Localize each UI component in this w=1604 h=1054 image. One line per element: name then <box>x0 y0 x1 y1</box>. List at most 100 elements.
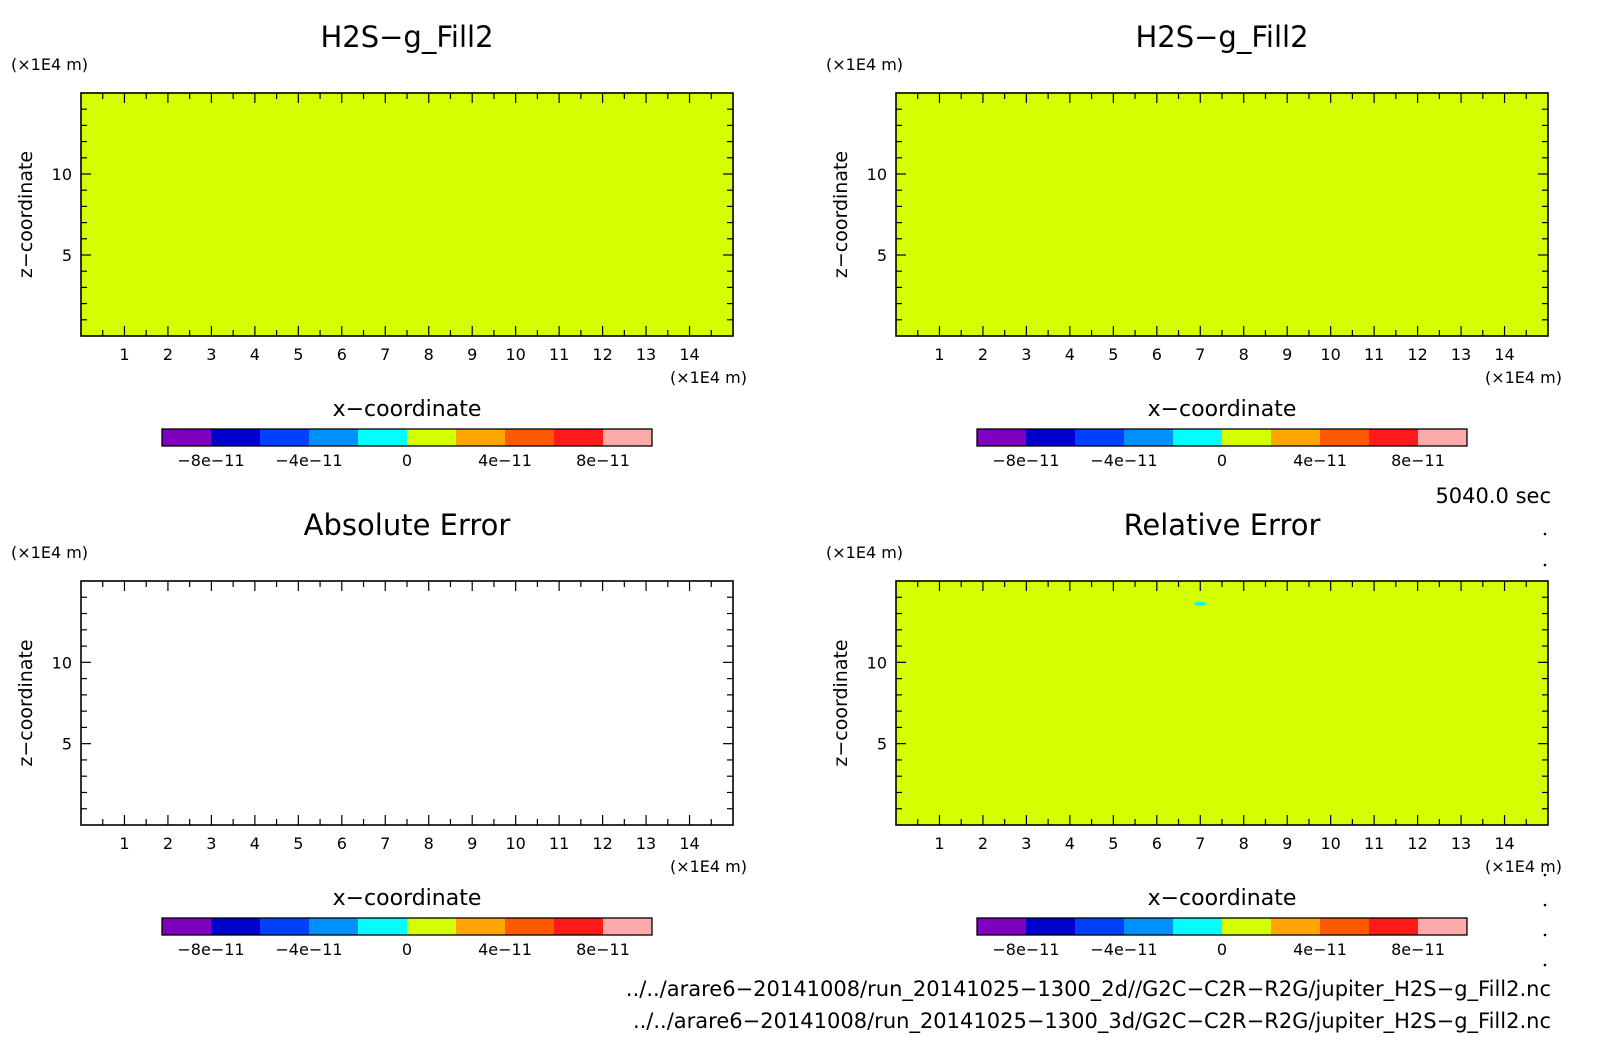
x-tick-label: 13 <box>636 834 656 853</box>
colorbar-swatch <box>1222 918 1272 935</box>
x-tick-label: 9 <box>467 345 477 364</box>
x-tick-label: 10 <box>1320 345 1340 364</box>
colorbar-label: −4e−11 <box>1090 940 1157 959</box>
colorbar-swatch <box>1271 918 1321 935</box>
footer-file-2d: ../../arare6−20141008/run_20141025−1300_… <box>626 977 1551 1002</box>
colorbar-label: 4e−11 <box>1293 940 1347 959</box>
colorbar-swatch <box>407 918 457 935</box>
colorbar-swatch <box>456 918 506 935</box>
panel-4: Relative Error(×1E4 m)1 2 3 4 5 6 7 8 9 10 11 12 13 1… <box>826 508 1562 959</box>
x-tick-label: 7 <box>1195 345 1205 364</box>
x-unit-label: (×1E4 m) <box>1485 857 1562 876</box>
y-axis-label: z−coordinate <box>830 151 852 278</box>
panel-title: H2S−g_Fill2 <box>320 20 493 54</box>
colorbar-label: −4e−11 <box>275 451 342 470</box>
colorbar-swatch <box>1075 429 1125 446</box>
x-tick-label: 14 <box>1494 345 1514 364</box>
x-tick-label: 11 <box>549 834 569 853</box>
x-tick-label: 10 <box>1320 834 1340 853</box>
y-unit-label: (×1E4 m) <box>11 543 88 562</box>
y-axis-label: z−coordinate <box>830 639 852 766</box>
colorbar-swatch <box>1369 429 1419 446</box>
colorbar-swatch <box>309 429 359 446</box>
colorbar-frame <box>976 917 1468 936</box>
colorbar: −8e−11 −4e−11 0 4e−11 8e−11 <box>976 917 1468 959</box>
colorbar: −8e−11 −4e−11 0 4e−11 8e−11 <box>976 428 1468 470</box>
plot-fill <box>896 581 1548 825</box>
colorbar-swatch <box>260 429 310 446</box>
x-tick-label: 11 <box>1364 834 1384 853</box>
x-tick-label: 8 <box>424 834 434 853</box>
colorbar-swatch <box>1075 918 1125 935</box>
x-tick-label: 14 <box>679 834 699 853</box>
panel-1: H2S−g_Fill2(×1E4 m)1 2 3 4 5 6 7 8 9 10 11 12 13 1451… <box>11 20 747 470</box>
colorbar-label: −8e−11 <box>992 940 1059 959</box>
y-tick-label: 10 <box>52 165 72 184</box>
y-tick-label: 5 <box>877 735 887 754</box>
colorbar-swatch <box>1418 429 1468 446</box>
x-tick-label: 13 <box>1451 345 1471 364</box>
x-tick-label: 4 <box>250 345 260 364</box>
colorbar-swatch <box>358 918 408 935</box>
y-tick-label: 5 <box>62 246 72 265</box>
colorbar-label: −8e−11 <box>177 940 244 959</box>
y-axis-label: z−coordinate <box>15 151 37 278</box>
colorbar: −8e−11 −4e−11 0 4e−11 8e−11 <box>161 917 653 959</box>
colorbar-swatch <box>1124 429 1174 446</box>
colorbar-swatch <box>1124 918 1174 935</box>
colorbar-label: 4e−11 <box>478 940 532 959</box>
colorbar-frame <box>976 428 1468 447</box>
plot-fill <box>81 581 733 825</box>
colorbar: −8e−11 −4e−11 0 4e−11 8e−11 <box>161 428 653 470</box>
x-tick-label: 6 <box>337 834 347 853</box>
panel-title: Absolute Error <box>304 508 511 542</box>
x-tick-label: 3 <box>1021 834 1031 853</box>
x-tick-label: 4 <box>1065 345 1075 364</box>
colorbar-label: 4e−11 <box>478 451 532 470</box>
colorbar-swatch <box>1320 429 1370 446</box>
y-tick-label: 5 <box>62 735 72 754</box>
x-tick-label: 9 <box>1282 345 1292 364</box>
x-tick-label: 8 <box>1239 834 1249 853</box>
x-tick-label: 3 <box>206 834 216 853</box>
x-axis-label: x−coordinate <box>333 397 482 422</box>
panel-title: H2S−g_Fill2 <box>1135 20 1308 54</box>
colorbar-label: 0 <box>402 940 412 959</box>
colorbar-swatch <box>603 429 653 446</box>
panel-2: H2S−g_Fill2(×1E4 m)1 2 3 4 5 6 7 8 9 10 11 12 13 1451… <box>826 20 1562 470</box>
colorbar-label: 8e−11 <box>576 451 630 470</box>
y-tick-label: 10 <box>867 165 887 184</box>
x-tick-label: 5 <box>293 834 303 853</box>
colorbar-swatch <box>1320 918 1370 935</box>
panel-title: Relative Error <box>1124 508 1321 542</box>
x-tick-label: 9 <box>467 834 477 853</box>
x-unit-label: (×1E4 m) <box>670 368 747 387</box>
colorbar-frame <box>161 428 653 447</box>
colorbar-swatch <box>505 918 555 935</box>
x-tick-label: 1 <box>119 834 129 853</box>
y-tick-label: 5 <box>877 246 887 265</box>
x-tick-label: 12 <box>592 345 612 364</box>
colorbar-swatch <box>603 918 653 935</box>
x-tick-label: 12 <box>1407 345 1427 364</box>
y-tick-label: 10 <box>867 653 887 672</box>
x-tick-label: 9 <box>1282 834 1292 853</box>
colorbar-swatch <box>554 429 604 446</box>
x-tick-label: 8 <box>424 345 434 364</box>
y-tick-label: 10 <box>52 653 72 672</box>
x-tick-label: 10 <box>505 345 525 364</box>
colorbar-swatch <box>358 429 408 446</box>
y-unit-label: (×1E4 m) <box>826 543 903 562</box>
colorbar-swatch <box>977 918 1027 935</box>
x-tick-label: 6 <box>1152 345 1162 364</box>
x-tick-label: 4 <box>1065 834 1075 853</box>
panels: H2S−g_Fill2(×1E4 m)1 2 3 4 5 6 7 8 9 10 11 12 13 1451… <box>11 20 1562 959</box>
time-label: 5040.0 sec <box>1435 484 1551 508</box>
colorbar-swatch <box>162 429 212 446</box>
y-axis-label: z−coordinate <box>15 639 37 766</box>
x-tick-label: 6 <box>337 345 347 364</box>
colorbar-label: 8e−11 <box>1391 451 1445 470</box>
x-unit-label: (×1E4 m) <box>1485 368 1562 387</box>
x-tick-label: 14 <box>1494 834 1514 853</box>
